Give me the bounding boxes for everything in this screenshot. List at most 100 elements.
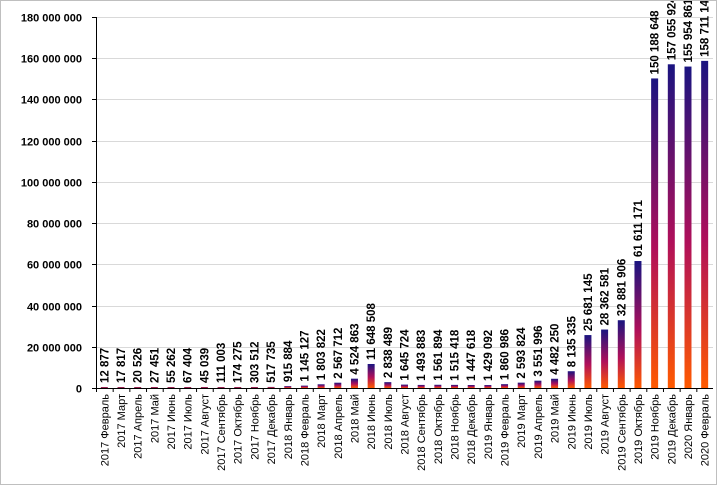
data-label: 150 188 648	[650, 10, 662, 75]
data-label: 2 593 824	[516, 327, 528, 379]
bar	[501, 384, 509, 388]
x-category-label: 2017 Май	[149, 394, 161, 443]
x-category-label: 2018 Май	[349, 394, 361, 443]
bar	[284, 386, 292, 388]
bar	[684, 66, 692, 389]
data-label: 303 512	[249, 341, 261, 383]
data-label: 1 561 894	[433, 329, 445, 381]
data-label: 1 429 092	[483, 330, 495, 381]
bar	[200, 387, 208, 388]
bar	[267, 386, 275, 388]
bars	[100, 60, 709, 389]
x-category-label: 2017 Август	[199, 394, 211, 455]
bar	[134, 387, 142, 388]
x-category-label: 2019 Июль	[583, 394, 595, 450]
bar	[367, 363, 375, 388]
bar	[350, 378, 358, 388]
bar	[384, 382, 392, 388]
x-category-label: 2018 Апрель	[333, 394, 345, 459]
bar	[584, 335, 592, 388]
data-label: 157 055 924	[666, 1, 678, 60]
axes	[96, 17, 713, 389]
y-tick-label: 100 000 000	[21, 178, 82, 190]
bar	[534, 380, 542, 388]
data-labels: 12 877 17 817 20 526 27 451 55 262 67 404 45 0…	[99, 1, 711, 383]
data-label: 55 262	[166, 348, 178, 383]
data-label: 1 860 986	[500, 329, 512, 380]
data-label: 32 881 906	[616, 259, 628, 317]
x-category-label: 2020 Январь	[683, 394, 695, 460]
x-category-label: 2018 Январь	[283, 394, 295, 460]
data-label: 1 145 127	[299, 330, 311, 381]
bar	[484, 385, 492, 388]
bar	[100, 387, 108, 388]
x-category-label: 2019 Январь	[483, 394, 495, 460]
data-label: 25 681 145	[583, 273, 595, 331]
bar	[317, 384, 325, 388]
bar	[184, 387, 192, 388]
data-label: 158 711 143	[700, 1, 712, 57]
bar	[634, 261, 642, 388]
x-category-label: 2019 Февраль	[500, 394, 512, 467]
x-category-label: 2017 Декабрь	[266, 394, 278, 465]
x-category-label: 2018 Август	[400, 394, 412, 455]
x-category-label: 2018 Июль	[383, 394, 395, 450]
x-category-label: 2017 Июнь	[166, 394, 178, 450]
bar	[517, 382, 525, 388]
data-label: 45 039	[199, 348, 211, 383]
data-label: 17 817	[116, 348, 128, 383]
bar	[334, 382, 342, 388]
x-category-label: 2018 Март	[316, 394, 328, 448]
bar	[300, 385, 308, 388]
data-label: 1 803 822	[316, 329, 328, 380]
bar	[417, 384, 425, 388]
data-label: 28 362 581	[600, 267, 612, 325]
x-category-label: 2017 Сентябрь	[216, 394, 228, 471]
bar	[567, 371, 575, 388]
x-category-label: 2019 Апрель	[533, 394, 545, 459]
data-label: 111 003	[216, 343, 228, 383]
x-axis-category-labels: 2017 Февраль 2017 Март 2017 Апрель 2017 Май…	[96, 388, 712, 471]
bar	[617, 320, 625, 388]
data-label: 1 515 418	[450, 329, 462, 381]
bar	[150, 387, 158, 388]
x-category-label: 2017 Март	[116, 394, 128, 448]
x-category-label: 2018 Ноябрь	[450, 394, 462, 460]
x-category-label: 2018 Сентябрь	[416, 394, 428, 471]
x-category-label: 2017 Апрель	[133, 394, 145, 459]
x-category-label: 2018 Октябрь	[433, 394, 445, 464]
x-category-label: 2017 Октябрь	[233, 394, 245, 464]
bar	[551, 378, 559, 388]
bar	[701, 60, 709, 389]
x-category-label: 2020 Февраль	[700, 394, 712, 467]
y-tick-label: 120 000 000	[21, 137, 82, 149]
x-category-label: 2017 Февраль	[99, 394, 111, 467]
y-tick-label: 140 000 000	[21, 95, 82, 107]
y-tick-label: 60 000 000	[27, 260, 82, 272]
data-label: 61 611 171	[633, 199, 645, 257]
data-label: 67 404	[183, 347, 195, 383]
grid-layer	[96, 17, 713, 348]
data-label: 517 735	[266, 341, 278, 383]
bar	[217, 387, 225, 388]
bar	[401, 384, 408, 388]
x-category-label: 2019 Сентябрь	[616, 394, 628, 471]
data-label: 1 447 618	[466, 329, 478, 381]
data-label: 2 838 489	[383, 327, 395, 378]
bar	[651, 78, 659, 388]
x-category-label: 2019 Декабрь	[666, 394, 678, 465]
bar	[234, 387, 242, 388]
data-label: 8 135 335	[566, 315, 578, 367]
bar	[434, 384, 442, 388]
y-tick-label: 160 000 000	[21, 54, 82, 66]
y-tick-label: 40 000 000	[27, 302, 82, 314]
data-label: 1 645 724	[400, 329, 412, 381]
x-category-label: 2019 Май	[550, 394, 562, 443]
bar	[601, 329, 609, 388]
data-label: 1 493 883	[416, 330, 428, 381]
x-category-label: 2019 Август	[600, 394, 612, 455]
data-label: 174 275	[233, 341, 245, 383]
data-label: 4 482 250	[550, 324, 562, 375]
